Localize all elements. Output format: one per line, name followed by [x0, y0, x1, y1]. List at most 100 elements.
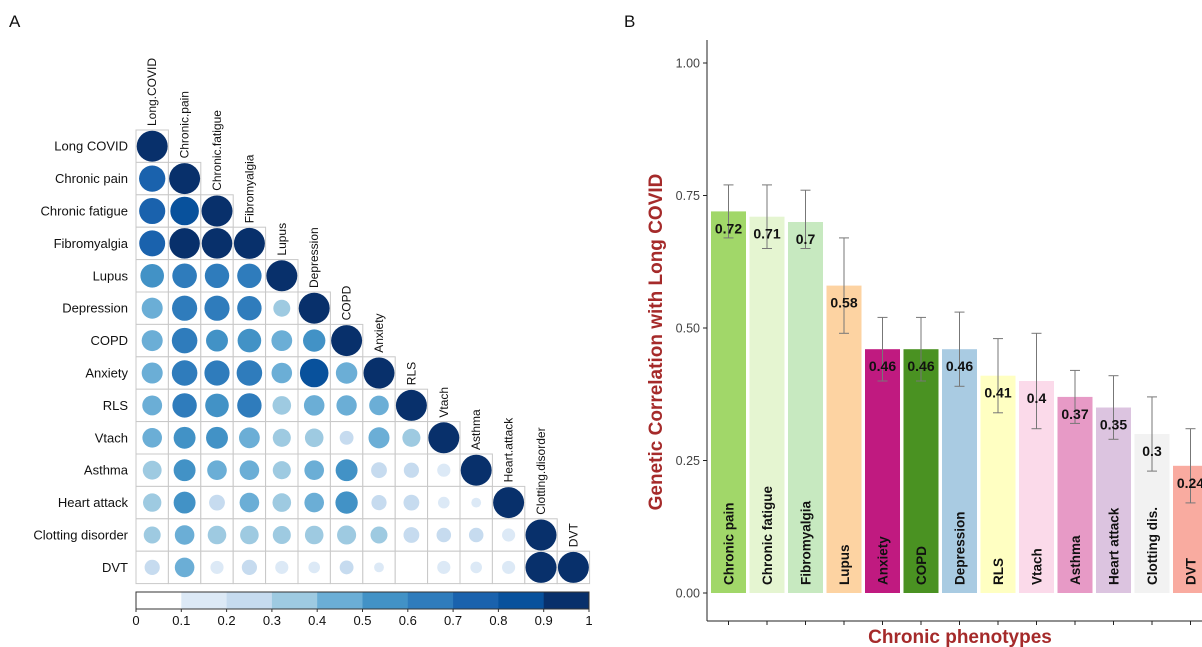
- legend-tick-label: 0.5: [353, 613, 371, 628]
- column-label: Lupus: [275, 223, 289, 256]
- row-label: Asthma: [84, 463, 129, 478]
- correlation-circle: [304, 525, 324, 545]
- correlation-circle: [371, 462, 387, 479]
- legend-swatch: [271, 592, 318, 609]
- legend-swatch: [453, 592, 499, 609]
- correlation-circle: [237, 263, 262, 289]
- row-label: Anxiety: [85, 366, 128, 381]
- bar: [749, 216, 785, 593]
- y-tick-label: 0.75: [676, 189, 700, 203]
- bar: [865, 349, 900, 593]
- legend-tick-label: 0: [132, 613, 139, 628]
- legend-tick-label: 0.4: [308, 613, 326, 628]
- correlation-circle: [204, 295, 230, 321]
- correlation-circle: [468, 527, 484, 543]
- correlation-circle: [139, 197, 166, 225]
- correlation-circle: [493, 487, 525, 519]
- category-label: Asthma: [1068, 535, 1083, 585]
- correlation-circle: [173, 459, 196, 482]
- correlation-circle: [172, 393, 197, 418]
- column-label: COPD: [340, 285, 354, 320]
- value-label: 0.24: [1177, 475, 1202, 491]
- category-label: COPD: [914, 546, 929, 585]
- correlation-circle: [502, 560, 516, 574]
- correlation-circle: [335, 362, 358, 384]
- correlation-circle: [210, 560, 224, 574]
- correlation-circle: [437, 463, 451, 477]
- correlation-circle: [437, 560, 451, 574]
- category-label: Chronic fatigue: [760, 486, 775, 585]
- value-label: 0.4: [1027, 390, 1047, 406]
- correlation-circle: [371, 495, 387, 511]
- value-label: 0.3: [1142, 443, 1162, 459]
- correlation-circle: [143, 493, 162, 512]
- correlation-circle: [460, 454, 492, 486]
- correlation-circle: [139, 230, 166, 257]
- y-tick-label: 0.50: [676, 322, 700, 336]
- correlation-circle: [239, 492, 260, 513]
- correlation-circle: [403, 494, 420, 511]
- column-label: RLS: [404, 362, 418, 385]
- value-label: 0.46: [946, 358, 973, 374]
- legend-swatch: [362, 592, 409, 609]
- column-label: Chronic.fatigue: [210, 110, 224, 191]
- legend-swatch: [136, 592, 182, 609]
- correlation-circle: [525, 519, 557, 551]
- category-label: Clotting dis.: [1145, 507, 1160, 585]
- column-label: Clotting.disorder: [534, 427, 548, 514]
- correlation-circle: [304, 428, 324, 448]
- correlation-circle: [273, 299, 291, 317]
- correlation-circle: [272, 461, 291, 480]
- correlation-circle: [502, 528, 516, 542]
- correlation-circle: [308, 561, 320, 574]
- correlation-circle: [335, 459, 358, 482]
- correlation-circle: [239, 460, 260, 481]
- correlation-circle: [272, 493, 292, 512]
- correlation-circle: [171, 327, 198, 354]
- value-label: 0.58: [830, 295, 857, 311]
- correlation-circle: [201, 228, 233, 259]
- value-label: 0.7: [796, 231, 816, 247]
- legend-tick-label: 0.3: [263, 613, 281, 628]
- legend-swatch: [317, 592, 363, 609]
- legend-tick-label: 0.2: [218, 613, 236, 628]
- correlation-circle: [142, 460, 162, 480]
- correlation-circle: [172, 295, 198, 321]
- row-label: Chronic pain: [55, 171, 128, 186]
- correlation-circle: [304, 460, 325, 481]
- correlation-circle: [206, 426, 228, 449]
- correlation-circle: [207, 460, 227, 481]
- row-label: DVT: [102, 560, 128, 575]
- legend-tick-label: 0.7: [444, 613, 462, 628]
- value-label: 0.37: [1061, 406, 1088, 422]
- correlation-circle: [237, 295, 262, 321]
- correlation-circle: [335, 491, 358, 514]
- correlation-circle: [204, 263, 230, 289]
- category-label: Anxiety: [876, 536, 891, 585]
- column-label: Depression: [307, 227, 321, 288]
- bar: [942, 349, 977, 593]
- row-label: Long COVID: [54, 139, 128, 154]
- column-label: Vtach: [437, 387, 451, 418]
- category-label: Vtach: [1030, 548, 1045, 585]
- legend-tick-label: 0.8: [489, 613, 507, 628]
- row-label: Fibromyalgia: [54, 236, 129, 251]
- correlation-circle: [144, 559, 160, 575]
- panel-b-label: B: [624, 12, 636, 31]
- bar: [1173, 465, 1202, 593]
- correlation-circle: [236, 360, 263, 386]
- category-label: DVT: [1184, 557, 1199, 585]
- value-label: 0.46: [907, 358, 934, 374]
- row-label: Heart attack: [58, 495, 129, 510]
- correlation-circle: [272, 428, 291, 447]
- x-axis-title: Chronic phenotypes: [868, 627, 1052, 647]
- correlation-circle: [363, 357, 395, 389]
- correlation-circle: [237, 328, 262, 353]
- correlation-circle: [142, 395, 163, 416]
- legend-tick-label: 0.6: [399, 613, 417, 628]
- correlation-circle: [272, 396, 292, 415]
- correlation-circle: [369, 395, 389, 416]
- correlation-circle: [266, 260, 298, 292]
- column-label: Long.COVID: [145, 58, 159, 126]
- bar: [826, 285, 862, 593]
